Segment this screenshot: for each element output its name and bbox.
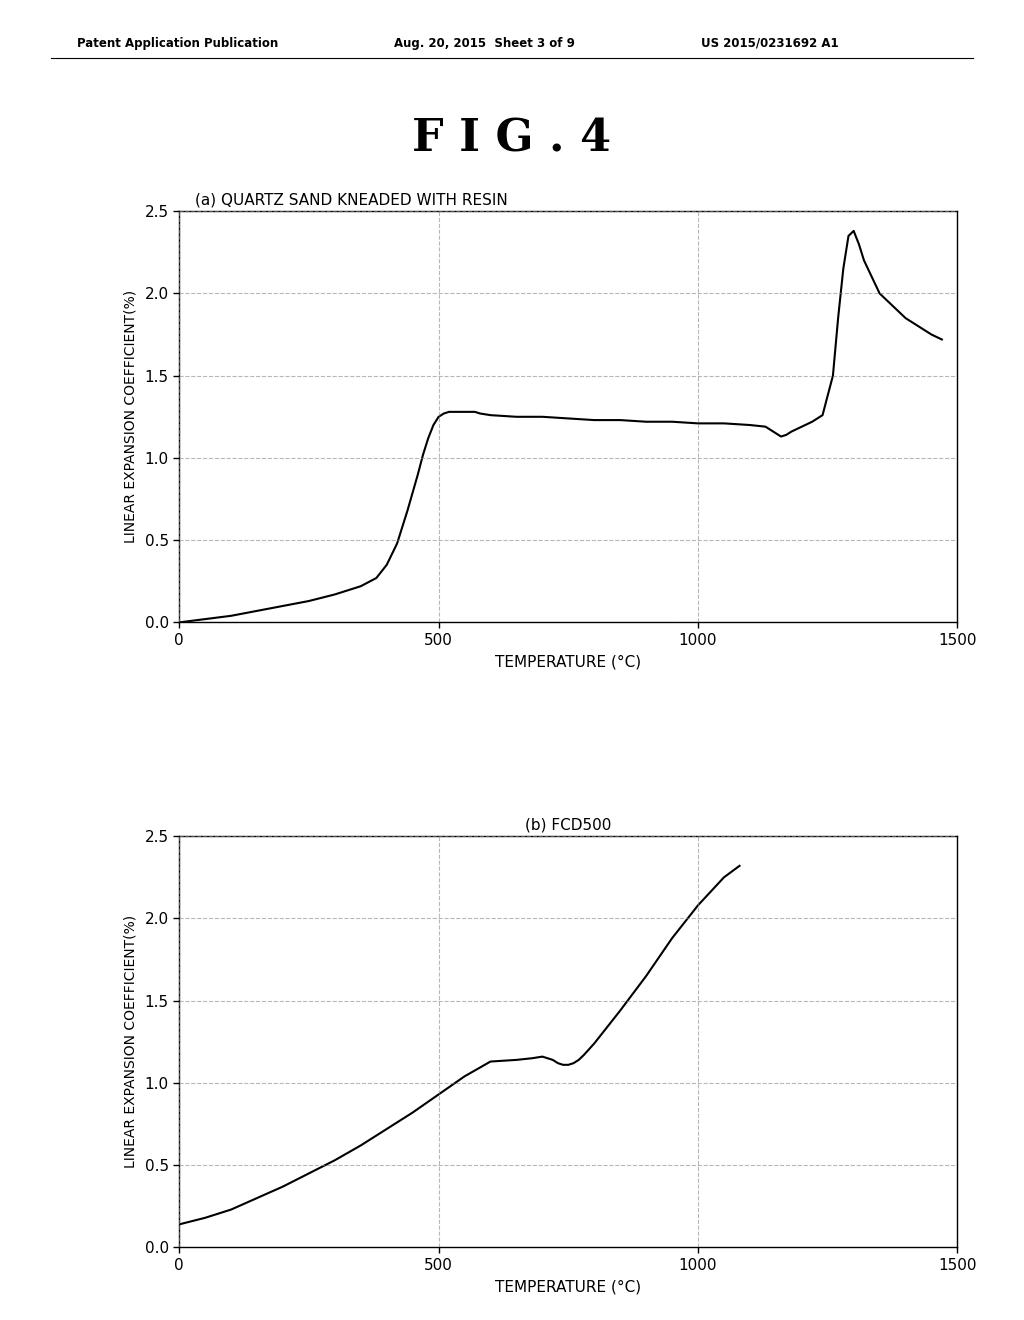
- Title: (b) FCD500: (b) FCD500: [525, 817, 611, 833]
- Text: (a) QUARTZ SAND KNEADED WITH RESIN: (a) QUARTZ SAND KNEADED WITH RESIN: [195, 193, 508, 207]
- Text: F I G . 4: F I G . 4: [413, 117, 611, 160]
- Text: Aug. 20, 2015  Sheet 3 of 9: Aug. 20, 2015 Sheet 3 of 9: [394, 37, 575, 50]
- Y-axis label: LINEAR EXPANSION COEFFICIENT(%): LINEAR EXPANSION COEFFICIENT(%): [124, 915, 137, 1168]
- X-axis label: TEMPERATURE (°C): TEMPERATURE (°C): [496, 1280, 641, 1295]
- Text: Patent Application Publication: Patent Application Publication: [77, 37, 279, 50]
- Y-axis label: LINEAR EXPANSION COEFFICIENT(%): LINEAR EXPANSION COEFFICIENT(%): [124, 290, 137, 544]
- X-axis label: TEMPERATURE (°C): TEMPERATURE (°C): [496, 655, 641, 669]
- Text: US 2015/0231692 A1: US 2015/0231692 A1: [701, 37, 839, 50]
